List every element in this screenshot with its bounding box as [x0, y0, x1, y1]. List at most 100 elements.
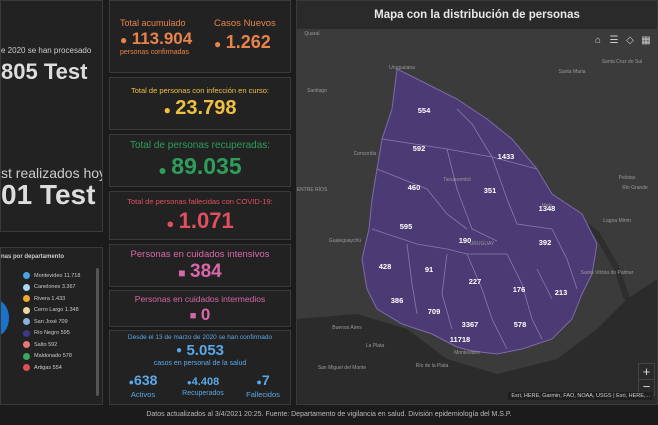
department-count-label[interactable]: 428 — [379, 262, 392, 271]
legend-label: Rivera 1.433 — [34, 295, 66, 302]
bed-icon: ■ — [189, 309, 197, 322]
active-value: 23.798 — [175, 97, 237, 119]
department-count-label[interactable]: 709 — [428, 307, 441, 316]
layers-list-icon[interactable]: ☰ — [609, 35, 619, 46]
intermediate-panel: Personas en cuidados intermedios ■ 0 — [109, 290, 291, 327]
map-place-label: Melo — [542, 203, 553, 209]
department-count-label[interactable]: 176 — [513, 285, 526, 294]
legend-label: Canelones 3.367 — [34, 284, 76, 291]
department-count-label[interactable]: 227 — [469, 277, 482, 286]
legend-swatch — [23, 341, 30, 349]
legend-item[interactable]: Canelones 3.367 — [23, 282, 95, 294]
legend-swatch — [23, 306, 30, 314]
department-count-label[interactable]: 351 — [484, 186, 497, 195]
department-count-label[interactable]: 3367 — [462, 320, 479, 329]
zoom-in-button[interactable]: + — [638, 363, 655, 380]
tests-today-value: 01 Test — [1, 179, 96, 210]
staff-recovered-value: 4.408 — [191, 376, 220, 388]
health-staff-panel: Desde el 13 de marzo de 2020 se han conf… — [109, 330, 291, 405]
map-attribution[interactable]: Esri, HERE, Garmin, FAO, NOAA, USGS | Es… — [508, 392, 653, 400]
map-place-label: Gualeguaychú — [329, 238, 361, 244]
legend-item[interactable]: Montevideo 11.718 — [23, 270, 95, 282]
department-count-label[interactable]: 11718 — [450, 335, 470, 344]
legend-item[interactable]: Rivera 1.433 — [23, 293, 95, 305]
legend-title: nas por departamento — [1, 254, 65, 260]
health-staff-line2: casos en personal de la salud — [153, 360, 247, 367]
legend-scrollbar[interactable] — [96, 268, 99, 396]
staff-active-label: Activos — [130, 390, 156, 399]
map-panel: Mapa con la distribución de personas 554… — [296, 0, 658, 405]
accumulated-sub: personas confirmadas — [120, 49, 189, 56]
map-place-label: Concordia — [354, 151, 377, 157]
map-place-label: ENTRE RÍOS — [297, 186, 328, 193]
bed-icon: ■ — [178, 265, 186, 280]
legend-label: San José 709 — [34, 318, 68, 325]
staff-deaths-label: Fallecidos — [246, 390, 280, 399]
legend-item[interactable]: Río Negro 595 — [23, 328, 95, 340]
department-count-label[interactable]: 392 — [539, 238, 552, 247]
legend-swatch — [23, 283, 30, 291]
legend-item[interactable]: Cerro Largo 1.348 — [23, 305, 95, 317]
person-icon: ● — [166, 216, 175, 232]
map-canvas[interactable]: 554 592 1433 460 351 1348 595 190 392 428 91 227 176… — [297, 29, 657, 402]
department-count-label[interactable]: 460 — [408, 183, 421, 192]
person-icon: ● — [158, 161, 167, 178]
department-count-label[interactable]: 1433 — [498, 152, 515, 161]
intermediate-value-row: ■ 0 — [110, 305, 290, 325]
map-place-label: Montevideo — [454, 350, 480, 356]
legend-label: Artigas 554 — [34, 364, 62, 371]
tests-today-text: st realizados hoy — [1, 165, 103, 181]
legend-item[interactable]: Artigas 554 — [23, 362, 95, 374]
icu-label: Personas en cuidados intensivos — [130, 249, 270, 260]
person-icon: ● — [128, 377, 135, 387]
department-count-label[interactable]: 213 — [555, 288, 568, 297]
new-cases-value: 1.262 — [225, 32, 271, 52]
legend-swatch — [23, 364, 30, 372]
pie-chart-edge — [1, 300, 9, 336]
uruguay-shape[interactable] — [361, 68, 598, 355]
map-place-label: Santa Maria — [559, 69, 586, 75]
health-staff-line1: Desde el 13 de marzo de 2020 se han conf… — [127, 334, 273, 341]
person-icon: ● — [163, 102, 171, 117]
recovered-panel: Total de personas recuperadas: ● 89.035 — [109, 134, 291, 187]
home-icon[interactable]: ⌂ — [594, 35, 602, 46]
department-count-label[interactable]: 386 — [391, 296, 404, 305]
deaths-panel: Total de personas fallecidas con COVID-1… — [109, 191, 291, 240]
map-place-label: Pelotas — [619, 175, 636, 181]
department-count-label[interactable]: 595 — [400, 222, 413, 231]
map-place-label: Uruguaiana — [389, 65, 415, 71]
department-count-label[interactable]: 1348 — [539, 204, 556, 213]
legend-label: Montevideo 11.718 — [34, 272, 81, 279]
legend-item[interactable]: Maldonado 578 — [23, 351, 95, 363]
legend-swatch — [23, 295, 30, 303]
department-count-label[interactable]: 592 — [413, 144, 426, 153]
person-icon: ● — [186, 378, 192, 387]
recovered-value-row: ● 89.035 — [110, 153, 290, 180]
department-count-label[interactable]: 554 — [418, 106, 431, 115]
staff-deaths: ●7 Fallecidos — [238, 372, 288, 399]
active-label: Total de personas con infección en curso… — [131, 86, 269, 95]
legend-item[interactable]: Salto 592 — [23, 339, 95, 351]
new-cases-value-row: ● 1.262 — [214, 32, 271, 53]
map-place-label: San Miguel del Monte — [318, 365, 367, 371]
map-title: Mapa con la distribución de personas — [374, 9, 580, 21]
deaths-value-row: ● 1.071 — [110, 208, 290, 234]
department-count-label[interactable]: 91 — [425, 265, 433, 274]
legend-swatch — [23, 352, 30, 360]
intermediate-label: Personas en cuidados intermedios — [134, 294, 266, 304]
basemap-gallery-icon[interactable]: ▦ — [641, 35, 651, 46]
department-count-label[interactable]: 190 — [459, 236, 472, 245]
legend-item[interactable]: San José 709 — [23, 316, 95, 328]
active-panel: Total de personas con infección en curso… — [109, 77, 291, 130]
map-place-label: Quaraí — [304, 31, 320, 37]
tests-processed-value: 805 Test — [1, 59, 88, 84]
map-place-label: Rio Grande — [622, 185, 648, 191]
map-place-label: Santiago — [307, 88, 327, 94]
recovered-value: 89.035 — [171, 153, 242, 179]
department-count-label[interactable]: 578 — [514, 320, 527, 329]
person-icon: ● — [120, 32, 128, 47]
layers-icon[interactable]: ◇ — [626, 35, 634, 46]
active-value-row: ● 23.798 — [110, 97, 290, 120]
map-place-label: Lagoa Mirim — [603, 218, 631, 224]
accumulated-panel: Total acumulado ● 113.904 personas confi… — [109, 0, 291, 73]
